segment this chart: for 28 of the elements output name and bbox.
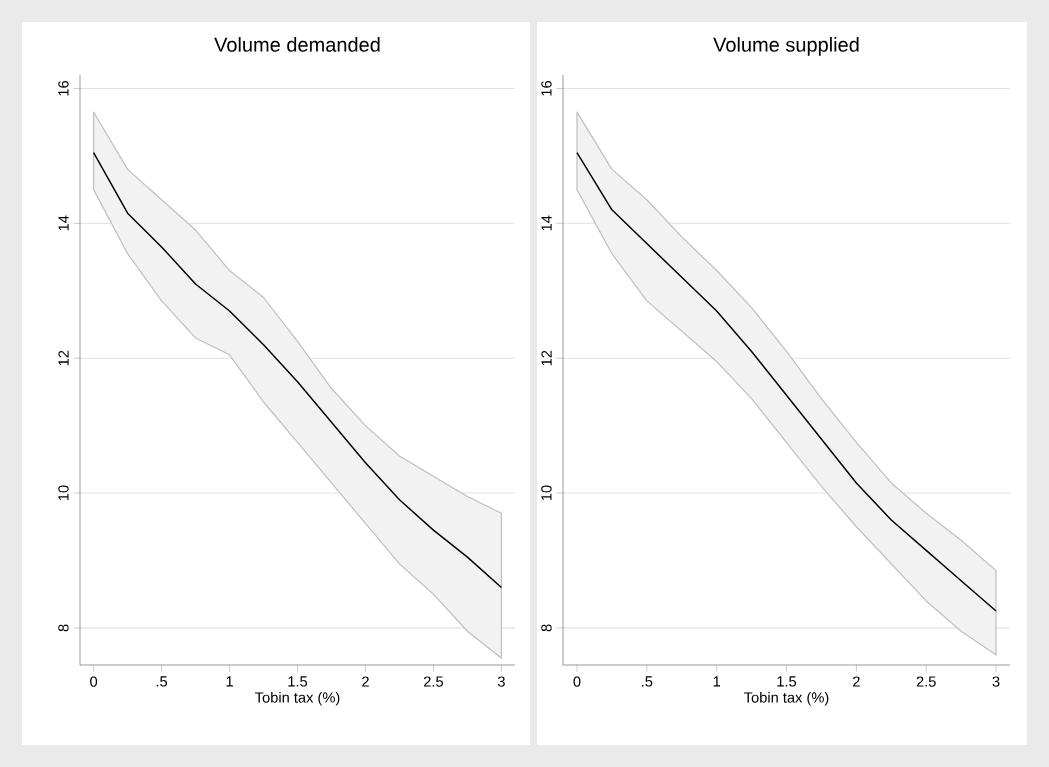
x-axis-title: Tobin tax (%) [255,691,340,706]
y-tick-label: 12 [58,350,69,366]
y-tick-label: 14 [541,215,552,231]
x-tick-label: 3 [497,676,505,687]
x-tick-label: 1.5 [777,676,797,687]
x-tick-label: 1 [226,676,233,687]
x-tick-label: 2.5 [423,676,444,687]
x-tick-label: .5 [156,676,168,687]
y-tick-label: 8 [541,624,552,632]
chart-title: Volume demanded [214,37,380,52]
y-tick-label: 16 [58,80,69,96]
x-tick-label: 1 [713,676,721,687]
x-tick-label: 2 [853,676,860,687]
y-tick-label: 12 [541,350,552,366]
x-tick-label: 3 [992,676,1000,687]
y-tick-label: 14 [58,215,69,231]
x-tick-label: 1.5 [288,676,308,687]
x-tick-label: 0 [573,676,581,687]
y-tick-label: 16 [541,80,552,96]
y-tick-label: 8 [58,624,69,632]
chart-title: Volume supplied [713,37,859,56]
x-tick-label: .5 [642,676,653,687]
y-tick-label: 10 [541,485,552,501]
x-tick-label: 0 [90,676,98,687]
x-tick-label: 2.5 [916,676,936,687]
x-tick-label: 2 [362,676,369,687]
x-axis-title: Tobin tax (%) [744,691,829,706]
y-tick-label: 10 [58,485,69,501]
